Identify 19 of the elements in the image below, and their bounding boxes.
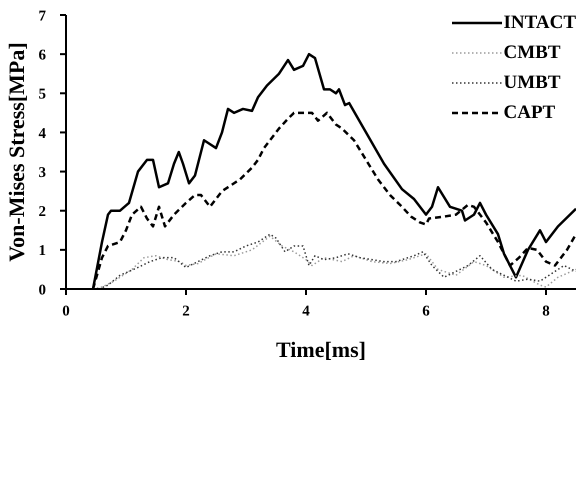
x-axis-title: Time[ms] bbox=[276, 337, 366, 362]
x-tick-label: 4 bbox=[302, 304, 310, 320]
y-axis-title: Von-Mises Stress[MPa] bbox=[4, 42, 29, 262]
x-tick-label: 6 bbox=[422, 304, 430, 320]
y-tick-label: 6 bbox=[38, 47, 46, 64]
x-tick-label: 2 bbox=[182, 304, 190, 320]
y-tick-label: 0 bbox=[38, 282, 46, 298]
legend-label: CMBT bbox=[504, 42, 560, 64]
y-tick-label: 2 bbox=[38, 204, 46, 220]
y-tick-label: 4 bbox=[38, 126, 46, 142]
y-tick-label: 3 bbox=[38, 164, 46, 181]
x-tick-label: 0 bbox=[62, 304, 70, 320]
y-tick-label: 7 bbox=[38, 8, 46, 24]
x-tick-label: 8 bbox=[542, 304, 550, 320]
y-tick-label: 1 bbox=[38, 243, 46, 260]
legend-label: CAPT bbox=[504, 102, 556, 124]
legend-label: INTACT bbox=[504, 12, 576, 34]
y-tick-label: 5 bbox=[38, 86, 46, 103]
legend-label: UMBT bbox=[504, 72, 560, 94]
